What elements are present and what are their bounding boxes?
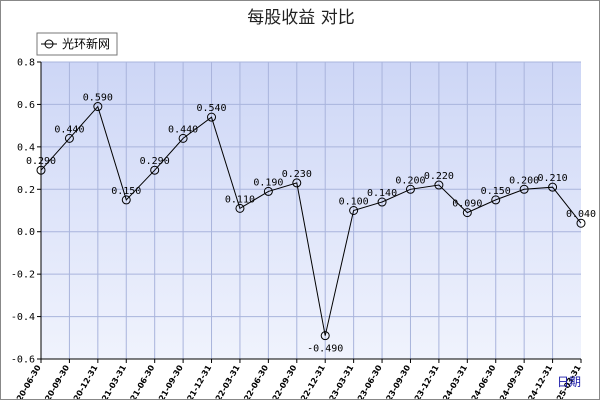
x-tick-label: 2022-12-31	[294, 363, 328, 400]
x-tick-label: 2021-03-31	[95, 363, 129, 400]
data-label: 0.440	[168, 124, 198, 135]
data-point	[235, 203, 245, 213]
data-point	[207, 112, 217, 122]
x-axis-label: 日期	[557, 375, 581, 389]
y-tick-label: 0.4	[17, 142, 35, 153]
data-label: 0.140	[367, 188, 397, 199]
data-point	[150, 165, 160, 175]
data-point	[434, 180, 444, 190]
x-tick-label: 2020-12-31	[66, 363, 100, 400]
data-point	[178, 133, 188, 143]
legend-marker	[44, 39, 54, 49]
data-point	[548, 182, 558, 192]
data-label: 0.200	[509, 175, 539, 186]
x-tick-label: 2021-12-31	[180, 363, 214, 400]
x-tick-label: 2022-06-30	[237, 363, 271, 400]
data-point	[462, 208, 472, 218]
chart-title: 每股收益 对比	[247, 8, 354, 28]
data-point	[121, 195, 131, 205]
data-point	[491, 195, 501, 205]
data-point	[349, 206, 359, 215]
x-tick-label: 2023-09-30	[379, 363, 413, 400]
y-tick-label: -0.2	[11, 270, 35, 281]
data-point	[405, 184, 415, 194]
data-label: 0.540	[196, 103, 226, 114]
data-point	[36, 165, 46, 175]
data-label: 0.090	[452, 199, 482, 210]
data-point	[576, 218, 586, 228]
grid-lines	[41, 61, 581, 360]
data-label: 0.230	[282, 169, 312, 180]
data-label: 0.290	[26, 156, 56, 167]
legend: 光环新网	[36, 32, 118, 56]
data-point	[377, 197, 387, 207]
x-tick-label: 2020-06-30	[9, 363, 43, 400]
data-label: 0.150	[111, 186, 141, 197]
y-tick-label: 0.0	[17, 227, 35, 238]
data-label: 0.100	[339, 197, 369, 208]
y-tick-label: -0.4	[11, 312, 35, 323]
data-point	[93, 102, 103, 112]
data-label: 0.200	[395, 175, 425, 186]
data-point	[292, 178, 302, 188]
data-label: 0.190	[253, 177, 283, 188]
data-label: 0.110	[225, 194, 255, 205]
x-axis-ticks: 2020-06-302020-09-302020-12-312021-03-31…	[9, 359, 583, 400]
x-tick-label: 2024-09-30	[493, 363, 527, 400]
y-tick-label: -0.6	[11, 355, 35, 366]
data-point	[263, 186, 273, 196]
legend-label: 光环新网	[62, 36, 110, 51]
y-tick-label: 0.2	[17, 185, 35, 196]
x-tick-label: 2024-12-31	[521, 363, 555, 400]
x-tick-label: 2021-06-30	[123, 363, 157, 400]
data-label: 0.210	[538, 173, 568, 184]
x-tick-label: 2022-03-31	[208, 363, 242, 400]
data-label: 0.440	[54, 124, 84, 135]
data-label: -0.490	[307, 344, 343, 355]
x-tick-label: 2023-12-31	[407, 363, 441, 400]
data-label: 0.150	[481, 186, 511, 197]
data-points	[36, 102, 586, 341]
data-labels: 0.290 0.440 0.590 0.150 0.290 0.440 0.540 0.110…	[26, 93, 596, 355]
plot-area	[41, 62, 581, 359]
data-label: 0.220	[424, 171, 454, 182]
data-label: 0.590	[83, 93, 113, 104]
data-label: 0.290	[140, 156, 170, 167]
data-label: 0.040	[566, 209, 596, 220]
x-tick-label: 2022-09-30	[265, 363, 299, 400]
x-tick-label: 2023-03-31	[322, 363, 356, 400]
x-tick-label: 2024-03-31	[436, 363, 470, 400]
axes	[40, 62, 581, 360]
x-tick-label: 2021-09-30	[151, 363, 185, 400]
x-tick-label: 2023-06-30	[350, 363, 384, 400]
series-line	[40, 105, 582, 336]
data-point	[519, 184, 529, 194]
x-tick-label: 2020-09-30	[38, 363, 72, 400]
data-point	[64, 133, 74, 143]
y-tick-label: 0.8	[17, 58, 35, 69]
y-axis-ticks: -0.6 -0.4 -0.2 0.0 0.2 0.4 0.6 0.8	[11, 58, 41, 366]
legend-box	[36, 32, 118, 56]
x-tick-label: 2024-06-30	[464, 363, 498, 400]
data-point	[320, 331, 330, 341]
y-tick-label: 0.6	[17, 100, 35, 111]
